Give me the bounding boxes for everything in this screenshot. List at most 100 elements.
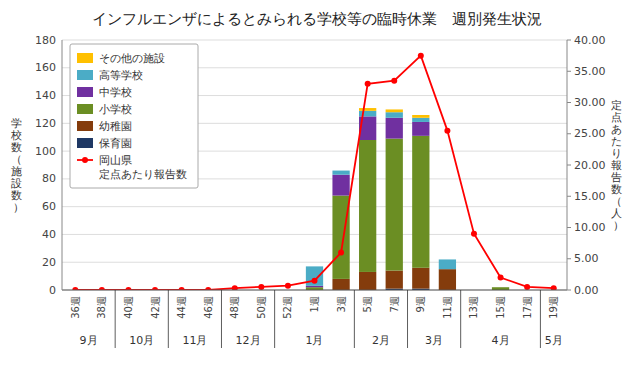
bar xyxy=(439,259,456,269)
bar xyxy=(359,272,376,290)
y2-tick-label: 30.00 xyxy=(574,96,606,109)
bar xyxy=(439,269,456,290)
bar xyxy=(492,287,509,288)
y2-tick-label: 25.00 xyxy=(574,127,606,140)
legend-label: 保育園 xyxy=(99,137,132,150)
bar xyxy=(386,112,403,118)
x-tick-label: 9週 xyxy=(415,296,426,312)
legend-swatch xyxy=(77,121,93,131)
x-tick-label: 19週 xyxy=(548,296,559,319)
x-tick-label: 42週 xyxy=(150,296,161,319)
y2-tick-label: 0.00 xyxy=(574,284,599,297)
bar xyxy=(332,171,349,175)
group-label: 11月 xyxy=(182,334,207,347)
y-tick-label: 160 xyxy=(35,61,56,74)
chart: インフルエンザによるとみられる学校等の臨時休業 週別発生状況0204060801… xyxy=(0,0,633,375)
x-tick-label: 46週 xyxy=(203,296,214,319)
bar-series xyxy=(306,136,509,290)
y2-axis-label: 定 点 あ た り 報 告 数 （ 人 ） xyxy=(611,99,626,232)
group-divider xyxy=(540,290,541,348)
bar-series xyxy=(306,111,456,286)
bar xyxy=(386,109,403,112)
group-divider xyxy=(354,290,355,348)
y-axis-label: 学 校 数 （ 施 設 数 ） xyxy=(10,117,26,214)
bar xyxy=(386,118,403,139)
legend-label: 小学校 xyxy=(99,103,132,116)
bar xyxy=(412,118,429,122)
y-tick-label: 100 xyxy=(35,145,56,158)
y-tick-label: 80 xyxy=(42,172,56,185)
y2-tick-label: 20.00 xyxy=(574,159,606,172)
legend-swatch xyxy=(77,104,93,114)
y-tick-label: 180 xyxy=(35,34,56,47)
bar xyxy=(332,175,349,196)
y-tick-label: 20 xyxy=(42,256,56,269)
y2-tick-label: 35.00 xyxy=(574,65,606,78)
legend: その他の施設高等学校中学校小学校幼稚園保育園岡山県 定点あたり報告数 xyxy=(70,44,198,188)
legend-swatch xyxy=(82,157,88,163)
legend-swatch xyxy=(77,87,93,97)
grid-line xyxy=(62,206,567,207)
group-label: 12月 xyxy=(236,334,261,347)
x-tick-label: 1週 xyxy=(309,296,320,312)
bar xyxy=(306,266,323,267)
group-label: 2月 xyxy=(372,334,390,347)
group-label: 10月 xyxy=(129,334,154,347)
y2-tick xyxy=(567,196,571,197)
y2-tick-label: 15.00 xyxy=(574,190,606,203)
bar xyxy=(359,140,376,272)
y2-tick xyxy=(567,133,571,134)
bar-series xyxy=(306,116,430,287)
x-tick-label: 48週 xyxy=(229,296,240,319)
group-divider xyxy=(274,290,275,348)
x-tick-label: 3週 xyxy=(336,296,347,312)
bar xyxy=(332,196,349,279)
bar xyxy=(332,279,349,290)
grid-line xyxy=(62,234,567,235)
legend-swatch xyxy=(77,53,93,63)
y2-tick-label: 5.00 xyxy=(574,252,599,265)
x-tick-label: 50週 xyxy=(256,296,267,319)
x-tick-label: 40週 xyxy=(123,296,134,319)
legend-box xyxy=(70,44,198,188)
group-divider xyxy=(407,290,408,348)
bar xyxy=(359,108,376,111)
legend-label: その他の施設 xyxy=(99,52,165,65)
line-marker xyxy=(391,78,397,84)
group-label: 1月 xyxy=(306,334,324,347)
legend-label: 中学校 xyxy=(99,86,132,99)
x-tick-label: 52週 xyxy=(282,296,293,319)
bar xyxy=(359,111,376,117)
y2-tick-label: 40.00 xyxy=(574,34,606,47)
y-tick-label: 40 xyxy=(42,228,56,241)
x-tick-label: 11週 xyxy=(442,296,453,319)
grid-line xyxy=(62,40,567,41)
y2-axis-line xyxy=(567,40,568,290)
group-label: 5月 xyxy=(545,334,563,347)
bar xyxy=(386,139,403,271)
line-marker xyxy=(551,285,557,290)
bar xyxy=(412,115,429,118)
group-label: 3月 xyxy=(425,334,443,347)
y2-tick xyxy=(567,290,571,291)
line-marker xyxy=(338,250,344,256)
y2-tick xyxy=(567,102,571,103)
group-label: 9月 xyxy=(80,334,98,347)
y-tick-label: 0 xyxy=(49,284,56,297)
y-tick-label: 60 xyxy=(42,200,56,213)
x-tick-label: 44週 xyxy=(176,296,187,319)
bar xyxy=(412,136,429,268)
y2-tick xyxy=(567,71,571,72)
line-marker xyxy=(232,285,238,290)
bar xyxy=(492,287,509,288)
line-marker xyxy=(365,81,371,87)
x-tick-label: 13週 xyxy=(468,296,479,319)
line-marker xyxy=(418,53,424,59)
legend-label: 岡山県 定点あたり報告数 xyxy=(99,154,187,181)
bar xyxy=(386,271,403,289)
grid xyxy=(62,40,567,290)
line-marker xyxy=(471,231,477,237)
line-marker xyxy=(258,284,264,290)
group-divider xyxy=(460,290,461,348)
bar xyxy=(306,286,323,287)
